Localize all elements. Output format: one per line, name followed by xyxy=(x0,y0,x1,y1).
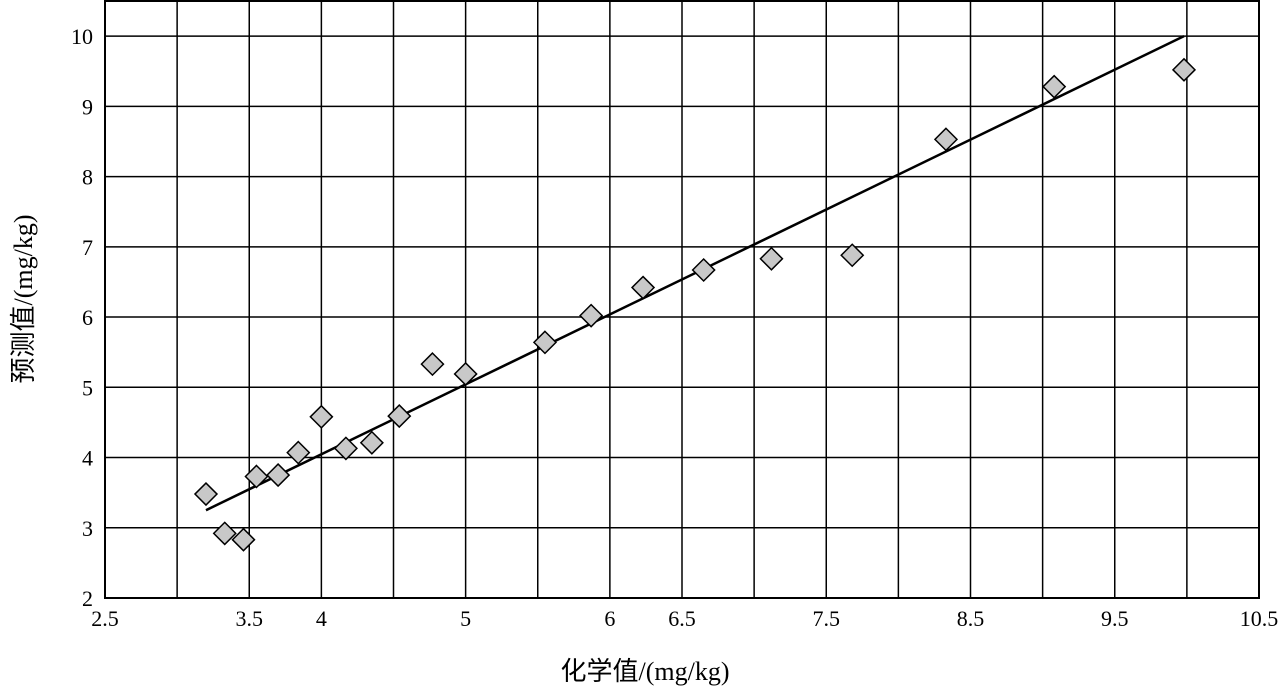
grid-lines xyxy=(104,1,1260,599)
x-tick-label: 7.5 xyxy=(813,606,841,631)
data-point xyxy=(933,127,959,152)
data-point xyxy=(579,303,604,328)
y-tick-labels: 2 3 4 5 6 7 8 9 10 xyxy=(71,24,93,611)
y-tick-label: 9 xyxy=(82,94,93,119)
data-point xyxy=(1042,74,1067,99)
data-point xyxy=(420,352,445,377)
x-tick-label: 9.5 xyxy=(1101,606,1129,631)
data-point xyxy=(453,361,478,387)
x-tick-label: 5 xyxy=(460,606,471,631)
data-point xyxy=(244,464,269,489)
y-tick-label: 2 xyxy=(82,586,93,611)
data-point xyxy=(286,440,311,465)
x-tick-label: 10.5 xyxy=(1240,606,1279,631)
y-tick-label: 8 xyxy=(82,165,93,190)
plot-frame xyxy=(104,0,1260,599)
y-tick-label: 6 xyxy=(82,305,93,330)
y-tick-label: 10 xyxy=(71,24,93,49)
data-point xyxy=(759,246,784,271)
data-point xyxy=(333,436,358,461)
data-point xyxy=(630,275,656,300)
y-tick-label: 7 xyxy=(82,235,93,260)
data-point xyxy=(387,404,412,429)
data-point xyxy=(231,527,256,552)
data-point xyxy=(309,404,334,429)
data-point xyxy=(193,481,219,507)
y-tick-label: 5 xyxy=(82,375,93,400)
y-tick-label: 4 xyxy=(82,446,93,471)
x-tick-label: 2.5 xyxy=(91,606,119,631)
y-axis-title: 预测值/(mg/kg) xyxy=(9,215,38,384)
x-tick-label: 6 xyxy=(604,606,615,631)
data-point xyxy=(359,430,384,455)
data-point xyxy=(266,463,291,488)
data-point xyxy=(532,330,558,355)
data-points xyxy=(193,57,1197,552)
data-point xyxy=(691,257,716,283)
x-axis-title: 化学值/(mg/kg) xyxy=(561,657,730,686)
data-point xyxy=(1171,57,1197,82)
x-tick-label: 4 xyxy=(316,606,327,631)
x-tick-labels: 2.5 3.5 4 5 6 6.5 7.5 8.5 9.5 10.5 xyxy=(91,606,1278,631)
data-point xyxy=(840,243,865,268)
x-tick-label: 6.5 xyxy=(668,606,696,631)
x-tick-label: 8.5 xyxy=(957,606,985,631)
x-tick-label: 3.5 xyxy=(236,606,264,631)
y-tick-label: 3 xyxy=(82,516,93,541)
data-point xyxy=(212,521,237,546)
